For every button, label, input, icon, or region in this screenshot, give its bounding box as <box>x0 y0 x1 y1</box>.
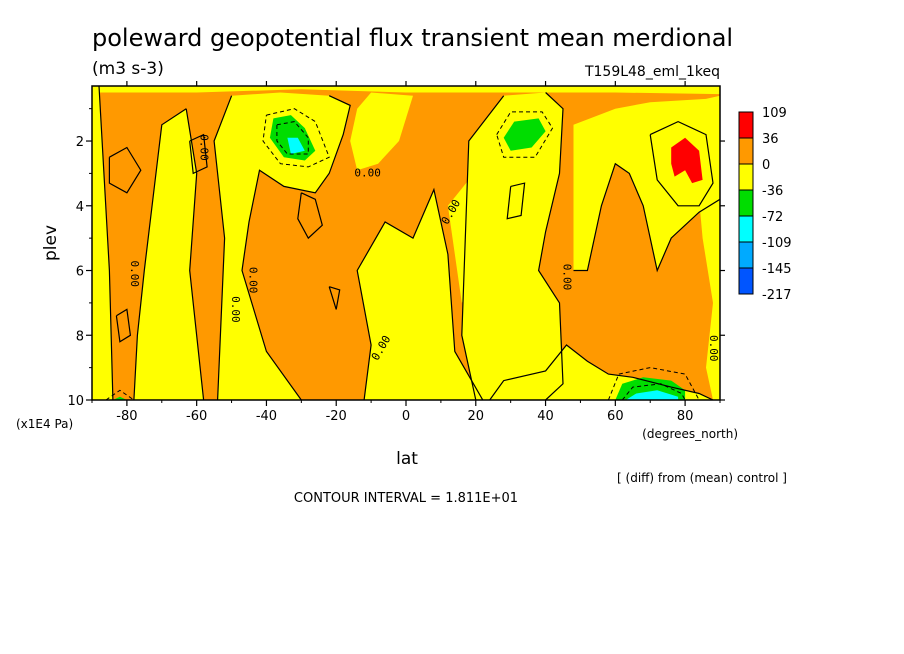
x-tick-label: -40 <box>256 409 277 424</box>
colorbar-swatch <box>738 241 754 269</box>
contour-fill-region-2 <box>214 92 351 400</box>
contour-fill-region-0 <box>92 86 113 400</box>
colorbar-level-label: -217 <box>762 288 792 303</box>
colorbar-swatch <box>738 189 754 217</box>
negative-contour-line-5 <box>105 389 135 400</box>
x-tick-label: 40 <box>537 409 554 424</box>
contour-fill-region-4 <box>350 92 413 171</box>
colorbar-level-label: -145 <box>762 262 792 277</box>
contour-label: 0.00 <box>707 335 720 362</box>
contour-line-2 <box>185 108 205 400</box>
plot-area: 0.000.000.000.000.000.000.000.000.00 <box>92 86 720 400</box>
contour-interval: CONTOUR INTERVAL = 1.811E+01 <box>294 491 518 506</box>
x-tick-label: -60 <box>186 409 207 424</box>
colorbar-level-label: 109 <box>762 106 787 121</box>
y-axis-units: (x1E4 Pa) <box>16 417 73 431</box>
contour-line-11 <box>189 133 208 175</box>
contour-line-4 <box>241 95 351 400</box>
chart-title: poleward geopotential flux transient mea… <box>92 24 733 52</box>
contour-fill-region-3 <box>92 86 720 95</box>
contour-line-6 <box>461 95 505 400</box>
contour-line-10 <box>108 146 142 194</box>
colorbar-level-label: 0 <box>762 158 770 173</box>
x-axis-label: lat <box>396 449 418 469</box>
contour-fill-region-15 <box>625 390 679 400</box>
contour-fill-region-10 <box>699 192 720 400</box>
colorbar-level-label: 36 <box>762 132 779 147</box>
contour-line-8 <box>573 162 720 273</box>
colorbar-swatch <box>738 215 754 243</box>
contour-label: 0.00 <box>561 264 574 291</box>
contour-line-13 <box>115 308 132 343</box>
x-tick-label: -20 <box>326 409 347 424</box>
negative-contour-line-2 <box>496 111 554 158</box>
contour-line-7 <box>537 92 564 400</box>
x-axis: -80 -60 -40 -20 0 20 40 60 80 <box>91 81 721 424</box>
contour-fill-region-12 <box>287 137 305 154</box>
contour-line-3 <box>213 95 233 400</box>
x-axis-units: (degrees_north) <box>642 427 738 441</box>
x-tick-label: 60 <box>607 409 624 424</box>
contour-line-1 <box>133 108 187 400</box>
diff-note: [ (diff) from (mean) control ] <box>617 471 787 485</box>
colorbar-level-label: -109 <box>762 236 792 251</box>
colorbar-swatch <box>738 267 754 295</box>
y-tick-label: 4 <box>76 200 84 215</box>
contour-fill-region-1 <box>133 108 204 400</box>
y-tick-label: 2 <box>76 135 84 150</box>
contour-line-9 <box>489 344 714 400</box>
experiment-label: T159L48_eml_1keq <box>584 64 720 80</box>
contour-line-16 <box>328 286 341 310</box>
y-axis: 2 4 6 8 10 <box>67 108 725 409</box>
contour-label: 0.00 <box>229 296 242 323</box>
colorbar-level-label: -36 <box>762 184 783 199</box>
contour-label: 0.00 <box>246 267 259 294</box>
chart-units: (m3 s-3) <box>92 59 164 79</box>
contour-label: 0.00 <box>198 134 211 161</box>
x-tick-label: 80 <box>677 409 694 424</box>
colorbar: 109 36 0 -36 -72 -109 -145 -217 <box>738 106 792 303</box>
negative-contour-line-3 <box>607 367 700 400</box>
contour-fill-region-13 <box>503 118 546 151</box>
y-tick-label: 8 <box>76 329 84 344</box>
colorbar-swatch <box>738 137 754 165</box>
y-axis-label: plev <box>41 225 61 261</box>
contour-line-12 <box>297 192 323 240</box>
y-tick-label: 6 <box>76 265 84 280</box>
colorbar-swatch <box>738 111 754 139</box>
x-tick-label: 20 <box>468 409 485 424</box>
negative-contour-line-4 <box>621 383 686 400</box>
contour-fill-region-17 <box>671 137 703 184</box>
contour-line-14 <box>649 120 714 207</box>
x-tick-label: 0 <box>402 409 410 424</box>
contour-line-5 <box>356 187 484 400</box>
colorbar-level-label: -72 <box>762 210 783 225</box>
contour-label: 0.00 <box>128 261 141 288</box>
contour-line-0 <box>98 86 114 400</box>
contour-fill-region-16 <box>112 396 127 400</box>
contour-label: 0.00 <box>354 166 381 179</box>
contour-line-15 <box>506 182 526 220</box>
contour-fill-region-5 <box>357 189 483 400</box>
y-tick-label: 10 <box>67 394 84 409</box>
colorbar-swatch <box>738 163 754 191</box>
contour-fill-region-7 <box>461 92 563 400</box>
x-tick-label: -80 <box>116 409 137 424</box>
negative-contour-line-1 <box>276 121 309 155</box>
